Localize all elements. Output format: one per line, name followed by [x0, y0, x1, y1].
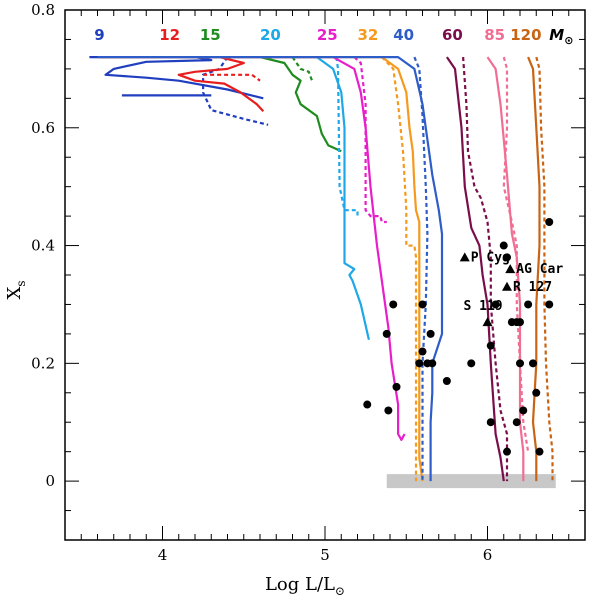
- series-line-solid: [97, 55, 370, 341]
- series-line-solid: [97, 55, 342, 153]
- y-tick-label: 0.2: [31, 354, 55, 372]
- series-85-msun: [486, 56, 530, 482]
- series-line-solid: [527, 56, 541, 482]
- y-tick-label: 0.4: [31, 237, 55, 255]
- x-axis-title: Log L/L⊙: [265, 574, 345, 598]
- mass-legend: 9 12 15 20 25 32 40 60 85 120 M⊙: [94, 26, 573, 47]
- named-star-label: P Cyg: [471, 250, 510, 265]
- series-line-solid: [97, 55, 424, 482]
- named-star-label: AG Car: [516, 262, 563, 277]
- mass-label-120: 120: [510, 26, 541, 44]
- baseline-band: [386, 474, 556, 489]
- series-32-msun: [97, 55, 424, 482]
- y-tick-label: 0: [45, 472, 55, 490]
- named-star-label: R 127: [513, 280, 552, 295]
- series-12-msun: [97, 55, 265, 113]
- observed-star-point: [535, 447, 544, 456]
- observed-star-point: [415, 359, 424, 368]
- series-15-msun: [97, 55, 342, 153]
- series-line-solid: [97, 55, 444, 482]
- mass-label-32: 32: [358, 26, 379, 44]
- observed-star-point: [389, 300, 398, 309]
- named-star-marker: [459, 252, 470, 262]
- x-tick-label: 5: [320, 546, 330, 564]
- series-25-msun: [97, 55, 406, 441]
- series-120-msun: [527, 56, 554, 482]
- observed-star-point: [512, 418, 521, 427]
- series-40-msun: [97, 55, 444, 482]
- observed-star-point: [491, 300, 500, 309]
- observed-star-point: [363, 400, 372, 409]
- tick-layer: 4 5 600.20.40.60.8: [31, 1, 585, 564]
- mass-label-12: 12: [159, 26, 180, 44]
- series-line-dashed: [381, 56, 418, 482]
- series-line-solid: [89, 55, 264, 100]
- observed-star-point: [428, 359, 437, 368]
- observed-star-point: [532, 388, 541, 397]
- series-line-solid: [97, 55, 265, 113]
- series-60-msun: [445, 56, 509, 482]
- series-9-msun: [89, 55, 269, 126]
- observed-star-point: [418, 347, 427, 356]
- named-star-marker: [482, 317, 493, 327]
- mass-label-15: 15: [200, 26, 221, 44]
- observed-star-point: [524, 300, 533, 309]
- observed-star-point: [486, 418, 495, 427]
- named-star-label: S 119: [464, 299, 503, 314]
- observed-star-point: [529, 359, 537, 368]
- observed-star-point: [384, 406, 393, 415]
- series-line-dashed: [291, 56, 314, 82]
- observed-star-point: [499, 241, 508, 250]
- observed-star-point: [516, 359, 524, 368]
- observed-star-point: [486, 341, 495, 350]
- series-line-dashed: [203, 73, 261, 82]
- observed-star-point: [442, 377, 451, 385]
- series-line-dashed: [353, 56, 387, 224]
- observed-star-point: [382, 329, 391, 338]
- series-line-solid: [445, 56, 505, 482]
- series-line-solid: [486, 56, 525, 482]
- mass-label-25: 25: [317, 26, 338, 44]
- observed-star-point: [545, 300, 554, 309]
- series-line-dashed: [335, 56, 359, 217]
- mass-label-85: 85: [484, 26, 505, 44]
- mass-label-40: 40: [393, 26, 414, 44]
- marker-layer: P Cyg AG Car R 127 S 119: [363, 218, 563, 456]
- y-axis-title: Xs: [4, 281, 28, 300]
- mass-label-20: 20: [260, 26, 281, 44]
- observed-star-point: [392, 382, 401, 391]
- observed-star-point: [503, 447, 511, 456]
- x-tick-label: 4: [158, 546, 168, 564]
- x-tick-label: 6: [483, 546, 493, 564]
- observed-star-point: [503, 253, 511, 262]
- observed-star-point: [418, 300, 427, 309]
- observed-star-point: [467, 359, 476, 368]
- observed-star-point: [516, 318, 524, 327]
- mass-label-60: 60: [442, 26, 463, 44]
- mass-unit-label: M⊙: [549, 26, 573, 47]
- series-line-dashed: [502, 56, 530, 452]
- named-star-marker: [505, 264, 516, 274]
- series-layer: [89, 55, 556, 489]
- series-line-dashed: [535, 56, 554, 482]
- observed-star-point: [545, 218, 554, 226]
- observed-star-point: [519, 406, 528, 415]
- named-star-marker: [502, 281, 512, 291]
- series-line-dashed: [462, 57, 509, 482]
- observed-star-point: [426, 329, 435, 338]
- y-tick-label: 0.8: [31, 1, 55, 19]
- mass-label-9: 9: [94, 26, 104, 44]
- series-line-solid: [97, 55, 406, 441]
- y-tick-label: 0.6: [31, 119, 55, 137]
- series-20-msun: [97, 55, 370, 341]
